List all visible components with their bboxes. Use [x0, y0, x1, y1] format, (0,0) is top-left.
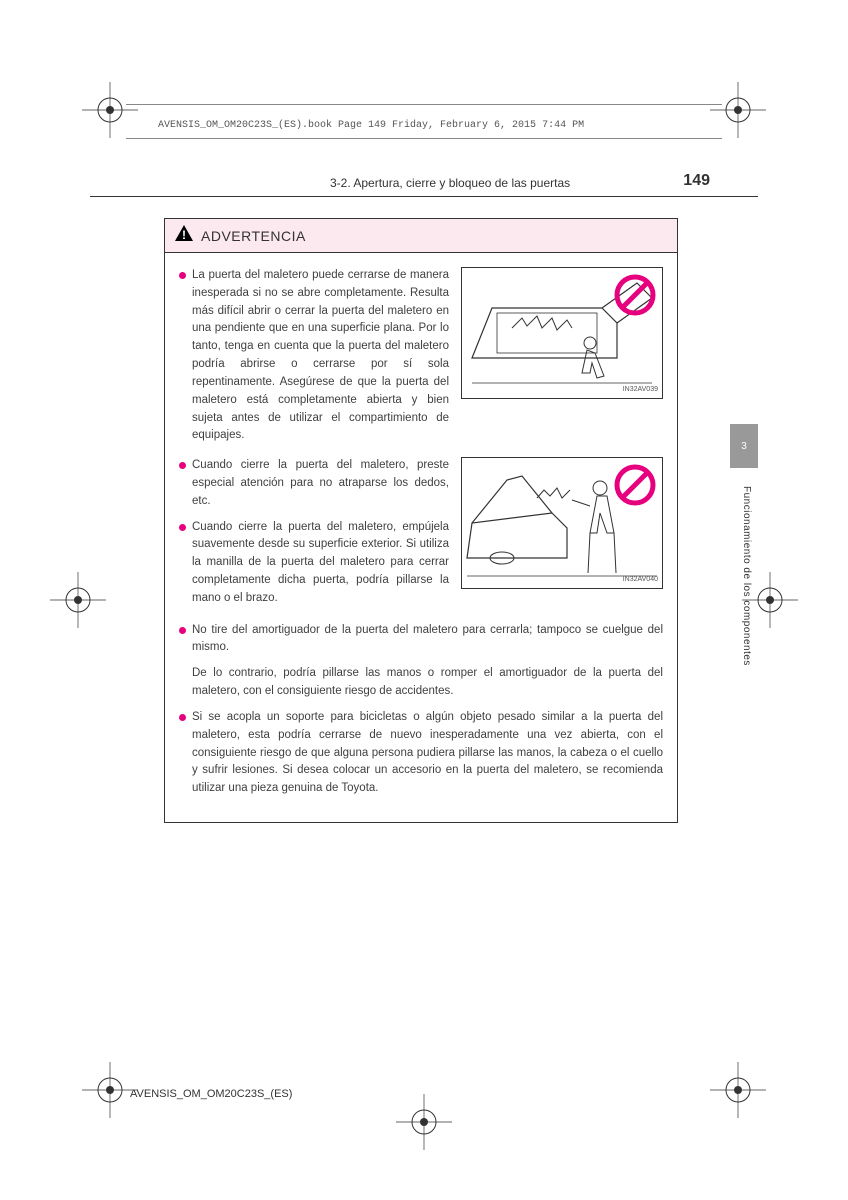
warning-header: ! ADVERTENCIA	[165, 219, 677, 253]
side-label: Funcionamiento de los componentes	[741, 486, 752, 666]
footer-text: AVENSIS_OM_OM20C23S_(ES)	[130, 1088, 292, 1100]
side-tab-number: 3	[741, 441, 747, 452]
bullet-4a-text: No tire del amortiguador de la puerta de…	[192, 622, 663, 658]
crop-mark-ml	[50, 572, 106, 628]
bullet-dot-icon	[179, 627, 186, 634]
illustration-1: IN32AV039	[461, 267, 663, 399]
bullet-4: No tire del amortiguador de la puerta de…	[179, 622, 663, 658]
header-rule-top	[126, 104, 722, 105]
illus-1-label: IN32AV039	[623, 385, 658, 396]
header-rule-bottom	[126, 138, 722, 139]
bullet-3-text: Cuando cierre la puerta del maletero, em…	[192, 519, 449, 608]
crop-mark-tl	[82, 82, 138, 138]
bullet-1: La puerta del maletero puede cerrarse de…	[179, 267, 449, 445]
prohibit-icon	[614, 274, 656, 316]
crop-mark-bc	[396, 1094, 452, 1150]
bullet-5: Si se acopla un soporte para bicicletas …	[179, 709, 663, 798]
side-tab: 3	[730, 424, 758, 468]
bullet-dot-icon	[179, 524, 186, 531]
prohibit-icon	[614, 464, 656, 506]
bullet-2-text: Cuando cierre la puerta del maletero, pr…	[192, 457, 449, 510]
warning-body: La puerta del maletero puede cerrarse de…	[165, 253, 677, 822]
bullet-2: Cuando cierre la puerta del maletero, pr…	[179, 457, 449, 510]
bullet-dot-icon	[179, 714, 186, 721]
bullet-dot-icon	[179, 462, 186, 469]
bullet-4b-text: De lo contrario, podría pillarse las man…	[192, 665, 663, 701]
illus-2-label: IN32AV040	[623, 575, 658, 586]
header-stamp: AVENSIS_OM_OM20C23S_(ES).book Page 149 F…	[158, 120, 584, 131]
bullet-1-text: La puerta del maletero puede cerrarse de…	[192, 267, 449, 445]
crop-mark-tr	[710, 82, 766, 138]
svg-text:!: !	[182, 228, 186, 241]
warning-box: ! ADVERTENCIA La puerta del maletero pue…	[164, 218, 678, 823]
section-header: 3-2. Apertura, cierre y bloqueo de las p…	[330, 176, 714, 190]
warning-title: ADVERTENCIA	[201, 228, 306, 244]
crop-mark-br	[710, 1062, 766, 1118]
bullet-dot-icon	[179, 272, 186, 279]
bullet-5-text: Si se acopla un soporte para bicicletas …	[192, 709, 663, 798]
page-number: 149	[683, 172, 710, 190]
warning-icon: !	[175, 225, 193, 246]
bullet-3: Cuando cierre la puerta del maletero, em…	[179, 519, 449, 608]
illustration-2: IN32AV040	[461, 457, 663, 589]
section-rule	[90, 196, 758, 197]
